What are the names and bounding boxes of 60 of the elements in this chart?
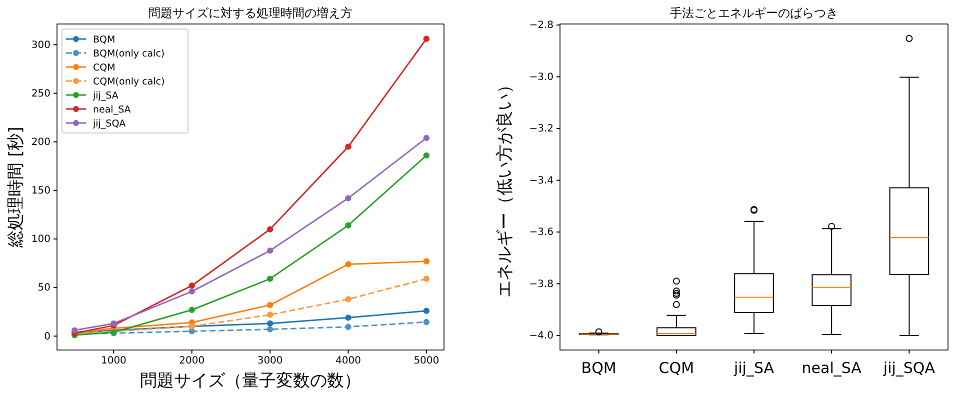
y-tick-label: 100 [31,234,50,246]
y-tick-label: 200 [31,137,50,148]
x-tick-label: jij_SA [732,359,775,377]
x-tick-label: neal_SA [802,359,862,377]
x-tick-label: BQM [581,359,616,377]
point [423,318,430,326]
chart-title: 問題サイズに対する処理時間の増え方 [148,6,352,20]
point [423,308,430,314]
legend-label: BQM(only calc) [93,48,165,60]
chart-title: 手法ごとエネルギーのばらつき [670,6,838,20]
point [188,282,195,289]
x-tick-label: 5000 [414,356,440,367]
y-tick-label: 150 [31,186,50,197]
point [423,152,430,159]
point [423,134,430,142]
legend-label: jij_SA [92,90,119,102]
y-tick-label: −3.8 [529,278,554,290]
y-tick-label: 0 [44,331,50,342]
y-axis-title: エネルギー（低い方が良い） [495,76,515,298]
legend-label: neal_SA [93,104,132,116]
point [266,276,274,282]
y-tick-label: −2.8 [529,20,554,32]
x-tick-label: 2000 [179,356,205,367]
point [345,314,352,321]
y-tick-label: −3.2 [529,124,554,135]
y-tick-label: 250 [31,88,50,100]
point [345,195,352,202]
x-tick-label: 4000 [336,356,361,367]
legend-label: BQM [93,34,116,46]
point [345,324,352,330]
legend-label: jij_SQA [92,118,126,130]
y-tick-label: 300 [31,40,50,51]
y-tick-label: −3.0 [529,72,554,83]
x-tick-label: 1000 [100,356,126,367]
point [345,261,352,268]
x-tick-label: CQM [658,359,694,377]
point [266,320,274,327]
legend-label: CQM(only calc) [93,76,165,88]
point [266,326,274,332]
y-axis-title: 総処理時間 [秒] [6,126,26,248]
point [345,222,352,228]
y-tick-label: 50 [38,282,50,294]
x-tick-label: 3000 [257,356,283,367]
point [423,258,430,264]
point [188,288,195,295]
point [423,276,430,282]
point [266,302,274,308]
point [188,306,195,313]
y-tick-label: −3.4 [529,175,554,186]
point [266,248,274,254]
y-tick-label: −4.0 [529,330,554,342]
point [345,296,352,302]
point [266,226,274,232]
point [266,312,274,318]
legend-label: CQM [93,62,116,74]
y-tick-label: −3.6 [529,227,554,238]
point [345,144,352,150]
x-tick-label: jij_SQA [882,359,936,377]
point [423,36,430,42]
x-axis-title: 問題サイズ（量子変数の数） [140,371,361,391]
